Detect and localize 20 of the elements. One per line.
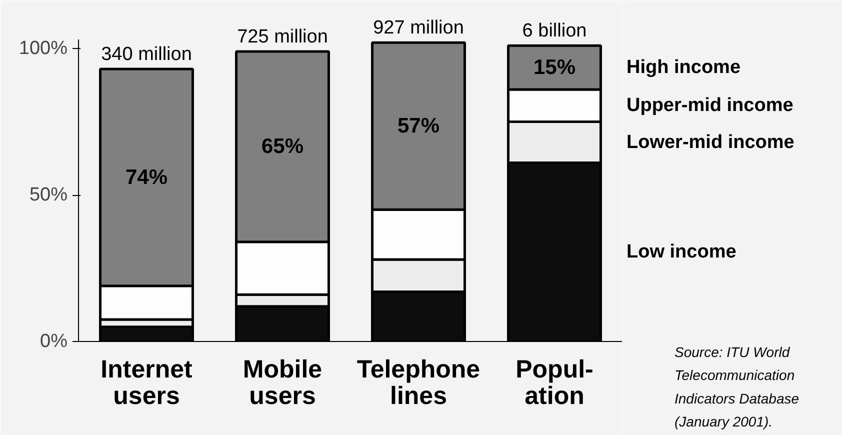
x-tick-label: Internet users — [100, 356, 194, 410]
data-label: 57% — [397, 114, 440, 138]
series-label: Lower-mid income — [626, 132, 794, 153]
annotation: 6 billion — [522, 20, 587, 42]
data-label: 15% — [533, 56, 576, 80]
y-tick-label: 100% — [18, 38, 68, 60]
source-note: Source: ITU World Telecommunication Indicators Database (January 2001). — [674, 344, 800, 430]
y-tick-label: 0% — [40, 331, 68, 352]
annotation: 927 million — [373, 18, 464, 39]
x-tick-label: Mobile users — [242, 356, 322, 410]
series-label: Upper-mid income — [626, 95, 794, 116]
x-tick-label: Popul- ation — [516, 356, 594, 410]
annotation: 340 million — [101, 44, 192, 66]
y-tick-label: 50% — [29, 184, 68, 206]
annotation: 725 million — [237, 26, 328, 48]
series-label: Low income — [626, 242, 736, 263]
x-tick-label: Telephone lines — [356, 356, 480, 410]
data-label: 74% — [125, 166, 168, 189]
data-label: 65% — [261, 135, 304, 158]
series-label: High income — [626, 57, 741, 78]
